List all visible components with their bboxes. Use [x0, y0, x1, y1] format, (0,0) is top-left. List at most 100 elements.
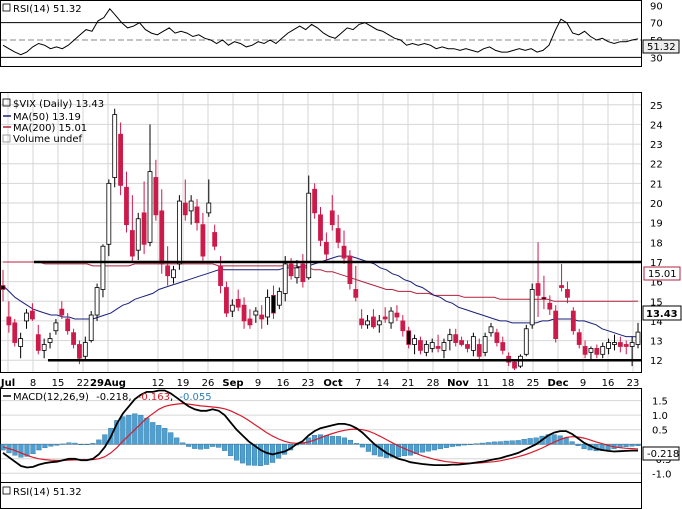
macd-histogram-bar — [174, 437, 180, 445]
price-y-tick: 19 — [650, 219, 663, 230]
macd-legend-prefix: MACD(12,26,9) — [13, 392, 89, 403]
candle-body — [165, 265, 171, 277]
candle-body — [18, 338, 24, 347]
candle-body — [282, 263, 288, 294]
candle — [541, 275, 547, 310]
candle — [429, 338, 435, 353]
macd-histogram-bar — [90, 443, 96, 445]
candle-body — [12, 322, 18, 343]
candle-body — [623, 344, 629, 347]
macd-legend-value: -0.218 — [96, 392, 128, 403]
candle — [523, 324, 529, 357]
rsi-bottom-panel — [0, 482, 642, 509]
candle — [623, 340, 629, 355]
macd-histogram-bar — [192, 444, 198, 449]
candle — [147, 124, 153, 247]
candle — [229, 299, 235, 317]
candle-body — [588, 348, 594, 353]
candle-body — [24, 312, 29, 322]
candle — [447, 328, 453, 351]
macd-histogram-bar — [120, 416, 126, 445]
candle-body — [82, 342, 88, 357]
macd-histogram-bar — [569, 441, 575, 445]
candle-body — [94, 287, 100, 316]
macd-histogram-bar — [168, 432, 174, 445]
candle — [59, 301, 65, 319]
macd-histogram-bar — [66, 442, 72, 445]
candle — [165, 246, 171, 286]
macd-histogram-bar — [72, 442, 78, 445]
candle-body — [318, 214, 323, 241]
price-y-tick: 15 — [650, 297, 663, 308]
candle — [353, 265, 359, 302]
candle — [500, 336, 506, 355]
candle — [18, 332, 24, 359]
candle — [606, 338, 612, 355]
macd-histogram-bar — [84, 444, 90, 445]
candle — [459, 336, 465, 347]
macd-histogram-bar — [323, 435, 330, 445]
candle — [388, 307, 394, 329]
candle-body — [176, 200, 182, 265]
candle — [547, 295, 553, 316]
macd-histogram-bar — [317, 434, 324, 445]
candle-body — [406, 330, 412, 345]
macd-signal-line — [2, 402, 639, 464]
candle — [453, 328, 459, 347]
candle-body — [288, 263, 294, 277]
price-x-tick: 9 — [580, 378, 586, 389]
candle — [47, 332, 53, 349]
macd-histogram-bar — [347, 439, 354, 445]
candle-body — [500, 342, 506, 351]
price-x-tick: 11 — [477, 378, 490, 389]
candle — [418, 336, 423, 355]
candle — [394, 305, 400, 321]
candle-body — [59, 308, 65, 316]
candle-body — [441, 342, 447, 351]
price-x-tick: 28 — [427, 378, 440, 389]
price-x-tick: 19 — [177, 378, 190, 389]
candle-body — [465, 344, 470, 349]
candle — [465, 340, 470, 353]
candle-body — [306, 192, 312, 279]
macd-histogram-bar — [479, 442, 485, 445]
candle — [588, 346, 594, 361]
candle — [294, 260, 300, 284]
candle — [476, 338, 482, 361]
candle-body — [41, 344, 47, 351]
candle — [276, 287, 282, 310]
macd-histogram-bar — [60, 443, 66, 445]
price-x-tick: 15 — [52, 378, 65, 389]
price-x-tick: 16 — [277, 378, 290, 389]
candle — [141, 181, 147, 255]
rsi-top-legend: RSI(14) 51.32 — [2, 3, 82, 15]
candle — [382, 307, 388, 323]
candle-body — [147, 171, 153, 243]
macd-histogram-bar — [473, 443, 479, 445]
rsi-bottom-legend: RSI(14) 51.32 — [2, 486, 82, 498]
candle — [488, 322, 494, 337]
rsi-y-tick: 90 — [650, 1, 663, 12]
macd-histogram-bar — [467, 444, 473, 445]
macd-histogram-bar — [222, 444, 228, 451]
macd-histogram-bar — [281, 444, 288, 455]
candle-body — [565, 289, 570, 298]
candle — [600, 342, 606, 359]
price-y-tick: 14 — [650, 317, 663, 328]
candle-body — [559, 285, 564, 288]
macd-histogram-bar — [114, 420, 120, 445]
candle — [12, 318, 18, 347]
candle-body — [112, 114, 118, 178]
price-x-tick: 14 — [377, 378, 390, 389]
price-y-tick: 20 — [650, 199, 663, 210]
volume-legend: Volume undef — [13, 134, 83, 145]
candle-body — [412, 338, 417, 345]
candle-body — [423, 344, 429, 353]
macd-histogram-bar — [635, 444, 641, 447]
candle-body — [294, 267, 300, 279]
price-x-tick: Sep — [222, 378, 243, 389]
candle-body — [224, 287, 229, 314]
candle-body — [353, 289, 359, 298]
candle — [259, 305, 265, 329]
